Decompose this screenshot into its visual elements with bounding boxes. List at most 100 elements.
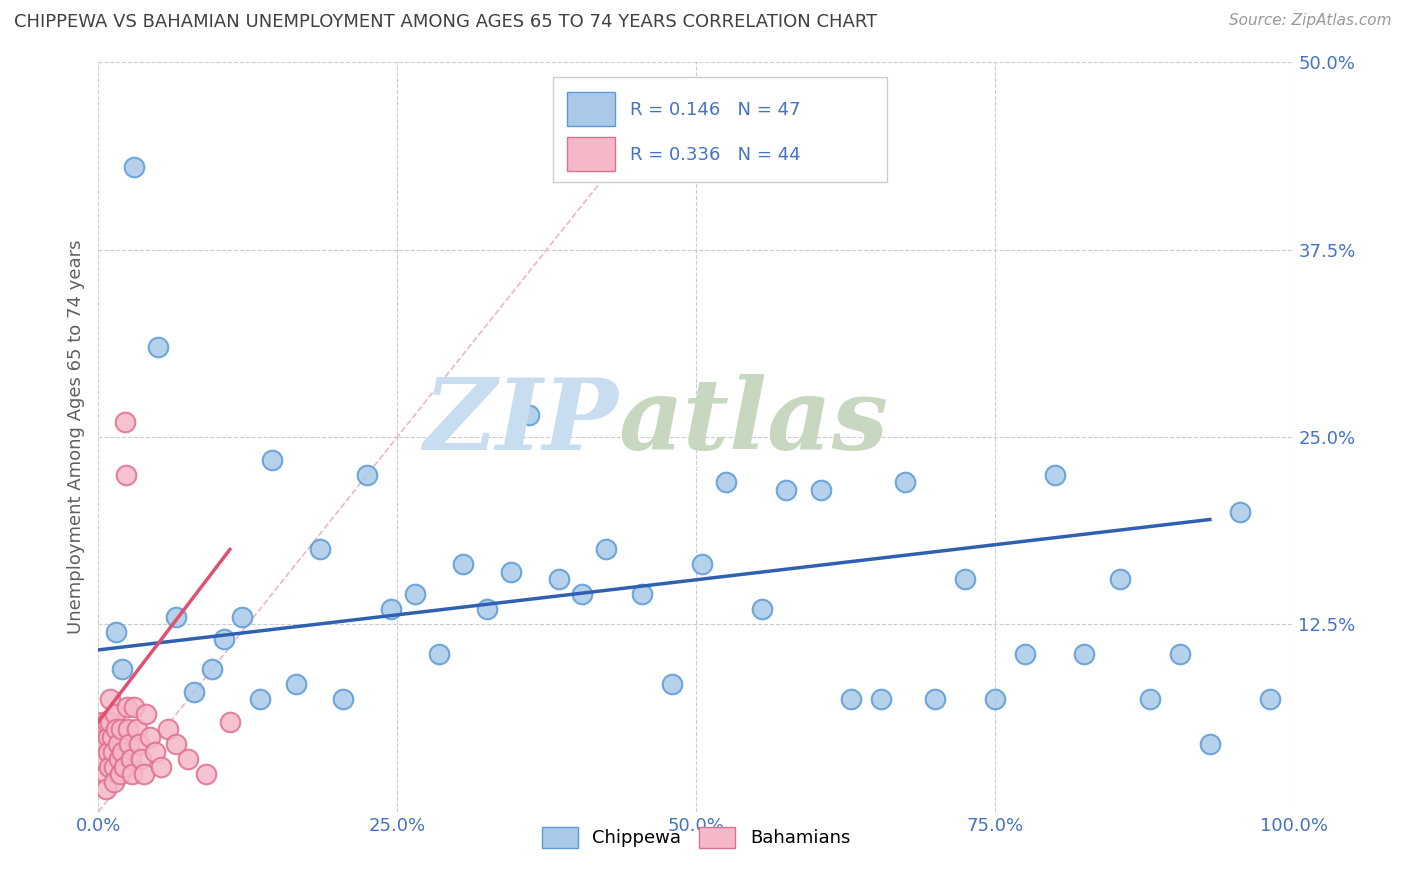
Point xyxy=(475,602,498,616)
Bar xyxy=(567,137,614,171)
Point xyxy=(104,707,127,722)
Point xyxy=(105,624,128,639)
Point xyxy=(260,452,283,467)
Point xyxy=(714,475,737,489)
Point xyxy=(120,752,142,766)
Point xyxy=(870,692,893,706)
Text: R = 0.336   N = 44: R = 0.336 N = 44 xyxy=(630,145,801,163)
Point xyxy=(517,408,540,422)
Point xyxy=(131,752,153,766)
Text: atlas: atlas xyxy=(619,374,889,470)
Point xyxy=(98,714,122,729)
Point xyxy=(284,677,307,691)
Text: ZIP: ZIP xyxy=(423,374,619,470)
Point xyxy=(165,737,187,751)
Point xyxy=(810,483,832,497)
Text: Source: ZipAtlas.com: Source: ZipAtlas.com xyxy=(1229,13,1392,29)
Point xyxy=(118,737,141,751)
Point xyxy=(1043,467,1066,482)
FancyBboxPatch shape xyxy=(553,78,887,182)
Point xyxy=(451,558,474,572)
Point xyxy=(105,723,128,737)
Point xyxy=(108,767,131,781)
Point xyxy=(115,467,138,482)
Point xyxy=(547,573,569,587)
Point xyxy=(380,602,402,616)
Point xyxy=(195,767,218,781)
Point xyxy=(661,677,683,691)
Point xyxy=(112,760,135,774)
Point xyxy=(751,602,773,616)
Point xyxy=(356,467,378,482)
Legend: Chippewa, Bahamians: Chippewa, Bahamians xyxy=(534,820,858,855)
Point xyxy=(1168,648,1191,662)
Point xyxy=(1229,505,1251,519)
Bar xyxy=(567,93,614,126)
Point xyxy=(98,760,121,774)
Point xyxy=(124,699,146,714)
Text: CHIPPEWA VS BAHAMIAN UNEMPLOYMENT AMONG AGES 65 TO 74 YEARS CORRELATION CHART: CHIPPEWA VS BAHAMIAN UNEMPLOYMENT AMONG … xyxy=(14,13,877,31)
Point xyxy=(1073,648,1095,662)
Point xyxy=(1139,692,1161,706)
Point xyxy=(103,760,125,774)
Point xyxy=(91,714,114,729)
Point xyxy=(1258,692,1281,706)
Point xyxy=(165,610,187,624)
Point xyxy=(775,483,797,497)
Point xyxy=(97,745,120,759)
Point xyxy=(91,737,114,751)
Point xyxy=(924,692,946,706)
Point xyxy=(100,730,122,744)
Point xyxy=(94,782,117,797)
Point xyxy=(953,573,976,587)
Point xyxy=(841,692,863,706)
Point xyxy=(690,558,713,572)
Point xyxy=(404,587,426,601)
Point xyxy=(1014,648,1036,662)
Point xyxy=(156,723,179,737)
Point xyxy=(571,587,593,601)
Point xyxy=(93,752,115,766)
Text: R = 0.146   N = 47: R = 0.146 N = 47 xyxy=(630,101,801,119)
Point xyxy=(595,542,617,557)
Point xyxy=(212,632,235,647)
Point xyxy=(110,723,132,737)
Point xyxy=(143,745,166,759)
Point xyxy=(201,662,224,676)
Point xyxy=(219,714,242,729)
Point xyxy=(308,542,330,557)
Point xyxy=(177,752,200,766)
Point xyxy=(97,730,120,744)
Point xyxy=(128,737,150,751)
Point xyxy=(249,692,271,706)
Point xyxy=(231,610,253,624)
Point xyxy=(107,737,129,751)
Point xyxy=(894,475,917,489)
Point xyxy=(499,565,522,579)
Point xyxy=(103,774,125,789)
Point xyxy=(94,767,117,781)
Point xyxy=(124,161,146,175)
Point xyxy=(427,648,450,662)
Point xyxy=(1199,737,1222,751)
Point xyxy=(631,587,654,601)
Y-axis label: Unemployment Among Ages 65 to 74 years: Unemployment Among Ages 65 to 74 years xyxy=(66,240,84,634)
Point xyxy=(132,767,155,781)
Point xyxy=(98,692,122,706)
Point xyxy=(101,745,124,759)
Point xyxy=(96,714,118,729)
Point xyxy=(1109,573,1132,587)
Point xyxy=(149,760,172,774)
Point xyxy=(139,730,162,744)
Point xyxy=(117,723,139,737)
Point xyxy=(125,723,148,737)
Point xyxy=(121,767,143,781)
Point xyxy=(115,699,138,714)
Point xyxy=(111,745,134,759)
Point xyxy=(107,752,129,766)
Point xyxy=(332,692,354,706)
Point xyxy=(984,692,1007,706)
Point xyxy=(114,415,136,429)
Point xyxy=(183,685,205,699)
Point xyxy=(148,340,170,354)
